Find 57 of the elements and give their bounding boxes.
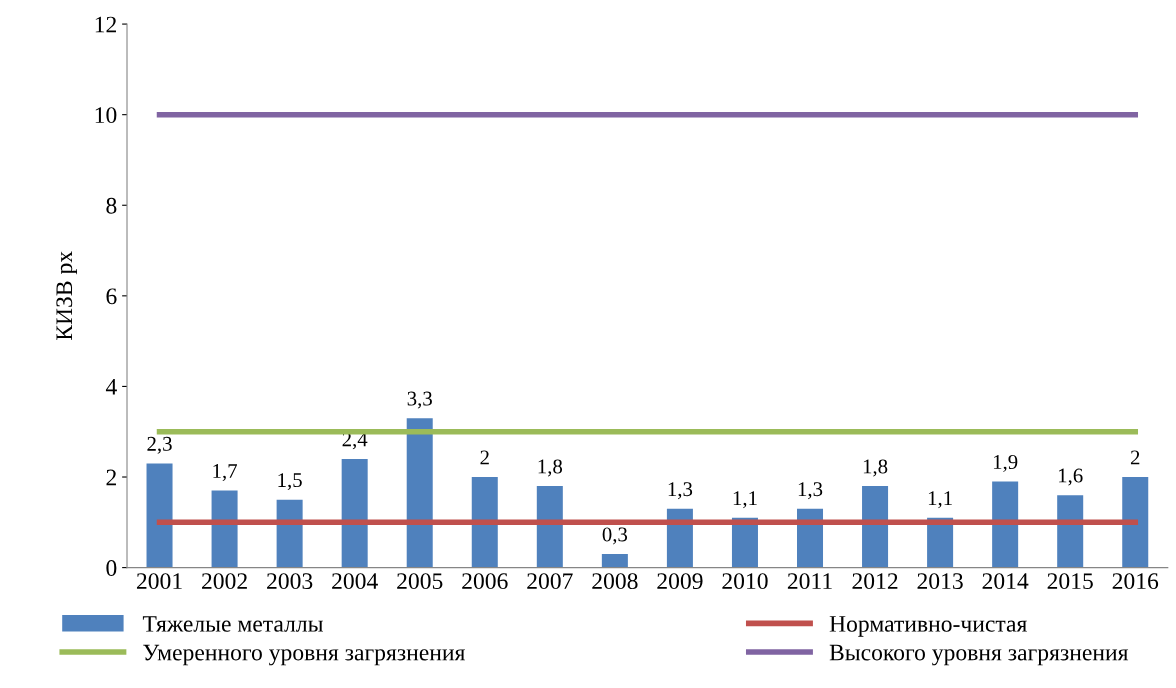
- bar: [341, 458, 368, 568]
- data-label: 1,7: [213, 464, 237, 482]
- data-label: 2: [1130, 450, 1140, 465]
- bar: [601, 554, 628, 568]
- bar: [992, 481, 1019, 568]
- y-axis-title: КИЗВ рх: [56, 251, 78, 341]
- x-tick-label: 2003: [267, 573, 313, 590]
- data-label: 1,1: [733, 491, 757, 509]
- x-tick-label: 2001: [136, 573, 182, 590]
- bar: [536, 486, 563, 568]
- data-label: 1,5: [278, 473, 302, 491]
- data-label: 1,1: [928, 491, 952, 509]
- bar: [862, 486, 889, 568]
- x-tick-label: 2002: [202, 573, 247, 590]
- data-label: 1,8: [863, 459, 888, 477]
- x-tick-label: 2007: [527, 573, 573, 590]
- x-tick-label: 2011: [787, 573, 832, 590]
- y-tick-label: 12: [95, 16, 116, 33]
- bar: [211, 490, 238, 568]
- y-tick-label: 4: [105, 379, 117, 395]
- x-tick-label: 2005: [397, 573, 443, 590]
- legend-label: Умеренного уровня загрязнения: [143, 644, 465, 666]
- bar: [146, 463, 173, 568]
- bar: [1057, 495, 1084, 568]
- x-tick-label: 2008: [592, 573, 638, 590]
- data-label: 2,3: [147, 436, 172, 454]
- bar: [406, 418, 433, 568]
- bar: [1122, 477, 1149, 568]
- x-tick-label: 2006: [462, 573, 508, 590]
- bar: [797, 508, 824, 568]
- bar: [471, 477, 498, 568]
- legend-label: Высокого уровня загрязнения: [829, 644, 1129, 666]
- data-label: 1,9: [993, 454, 1018, 472]
- y-tick-label: 8: [106, 197, 117, 214]
- x-tick-label: 2015: [1047, 573, 1093, 590]
- data-label: 1,3: [798, 482, 823, 500]
- x-tick-label: 2016: [1112, 573, 1159, 590]
- y-tick-label: 6: [106, 288, 117, 305]
- bar: [666, 508, 693, 568]
- data-label: 2: [480, 450, 489, 465]
- x-tick-label: 2012: [852, 573, 898, 590]
- bar: [276, 499, 303, 568]
- legend-label: Нормативно-чистая: [829, 616, 1027, 637]
- data-label: 1,3: [668, 482, 693, 500]
- y-tick-label: 2: [106, 469, 116, 486]
- data-label: 0,3: [602, 527, 628, 545]
- x-tick-label: 2014: [982, 573, 1029, 590]
- x-tick-label: 2010: [722, 573, 768, 590]
- x-tick-label: 2009: [657, 573, 703, 590]
- x-tick-label: 2013: [917, 573, 963, 590]
- data-label: 1,8: [538, 459, 563, 477]
- data-label: 1,6: [1059, 468, 1083, 486]
- y-tick-label: 0: [106, 560, 117, 577]
- x-tick-label: 2004: [332, 573, 378, 590]
- legend-label: Тяжелые металлы: [142, 616, 323, 632]
- y-tick-label: 10: [95, 107, 117, 124]
- data-label: 3,3: [407, 391, 432, 409]
